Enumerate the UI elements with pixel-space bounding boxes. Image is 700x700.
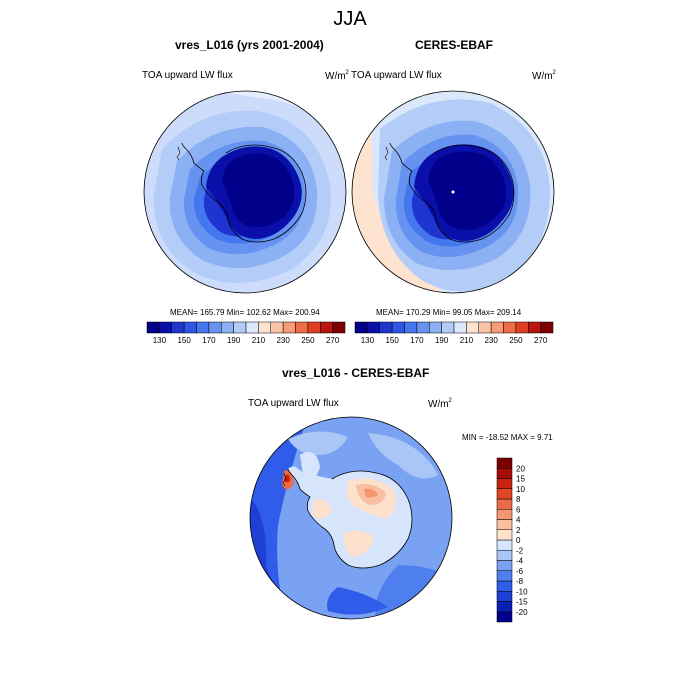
diff-panel-subtitle: vres_L016 - CERES-EBAF: [282, 366, 430, 380]
right-panel-unit: W/m2: [532, 70, 556, 82]
left-colorbar-tick-label: 270: [326, 336, 340, 345]
right-colorbar-swatch: [367, 321, 380, 334]
diff-colorbar-swatch: [496, 488, 513, 500]
right-colorbar-tick-label: 250: [509, 336, 523, 345]
right-colorbar-swatch: [466, 321, 479, 334]
left-colorbar-tick-label: 190: [227, 336, 241, 345]
left-colorbar-swatch: [282, 321, 296, 334]
right-colorbar-swatch: [416, 321, 430, 334]
diff-colorbar-swatch: [496, 539, 513, 551]
left-colorbar-tick-label: 150: [177, 336, 191, 345]
diff-colorbar-tick-label: 0: [516, 536, 521, 545]
diff-colorbar-tick-label: 2: [516, 526, 521, 535]
left-colorbar-tick-label: 210: [252, 336, 266, 345]
diff-colorbar-swatch: [496, 601, 513, 612]
right-colorbar-swatch: [503, 321, 517, 334]
right-colorbar-tick-label: 210: [460, 336, 474, 345]
diff-colorbar-swatch: [496, 509, 513, 520]
left-colorbar-tick-label: 250: [301, 336, 315, 345]
left-colorbar-swatch: [171, 321, 185, 334]
right-colorbar-swatch: [478, 321, 492, 334]
left-colorbar-swatch: [270, 321, 284, 334]
left-colorbar-swatch: [196, 321, 210, 334]
diff-colorbar-tick-label: -2: [516, 546, 524, 555]
diff-colorbar-tick-label: 4: [516, 516, 521, 525]
left-colorbar-swatch: [221, 321, 234, 334]
right-colorbar-tick-label: 230: [484, 336, 498, 345]
left-colorbar-tick-label: 130: [153, 336, 167, 345]
diff-panel-unit: W/m2: [428, 398, 452, 410]
right-colorbar-swatch: [453, 321, 467, 334]
right-colorbar-swatch: [391, 321, 405, 334]
right-colorbar-swatch: [490, 321, 504, 334]
right-panel-stats: MEAN= 170.29 Min= 99.05 Max= 209.14: [376, 308, 522, 317]
right-colorbar-tick-label: 170: [410, 336, 424, 345]
diff-colorbar-swatch: [496, 519, 513, 530]
diff-colorbar-swatch: [496, 560, 513, 571]
left-colorbar-swatch: [245, 321, 259, 334]
diff-panel-variable: TOA upward LW flux: [248, 398, 339, 409]
right-colorbar-swatch: [441, 321, 455, 334]
diff-colorbar-tick-label: 15: [516, 475, 525, 484]
diff-colorbar-tick-label: 20: [516, 464, 525, 473]
right-colorbar-swatch: [515, 321, 529, 334]
left-panel-subtitle: vres_L016 (yrs 2001-2004): [175, 38, 324, 52]
diff-colorbar-swatch: [496, 468, 513, 479]
left-colorbar-swatch: [307, 321, 321, 334]
right-colorbar-swatch: [540, 321, 554, 334]
left-colorbar: 130 150 170 190 210 230 250 270: [146, 321, 346, 345]
left-panel-variable: TOA upward LW flux: [142, 70, 233, 81]
right-colorbar-swatch: [379, 321, 393, 334]
right-colorbar-tick-label: 190: [435, 336, 449, 345]
diff-colorbar-swatch: [496, 529, 513, 541]
left-polar-map: [143, 90, 347, 294]
left-colorbar-swatch: [208, 321, 222, 334]
right-colorbar-tick-label: 130: [361, 336, 375, 345]
diff-colorbar-tick-label: -20: [516, 608, 528, 617]
diff-colorbar-swatch: [496, 570, 513, 582]
diff-colorbar-swatch: [496, 580, 513, 592]
right-colorbar-swatch: [429, 321, 442, 334]
left-panel-unit: W/m2: [325, 70, 349, 82]
right-colorbar-swatch: [528, 321, 541, 334]
diff-colorbar-swatch: [496, 498, 513, 510]
right-colorbar-swatch: [404, 321, 418, 334]
diff-colorbar-tick-label: 10: [516, 485, 525, 494]
diff-colorbar-swatch: [496, 591, 513, 602]
left-colorbar-swatch: [146, 321, 160, 334]
left-colorbar-swatch: [159, 321, 172, 334]
diff-colorbar-tick-label: -10: [516, 587, 528, 596]
diff-colorbar-swatch: [496, 457, 513, 469]
diff-colorbar-swatch: [496, 611, 513, 623]
diff-polar-map: [249, 416, 453, 620]
right-polar-map: [351, 90, 555, 294]
right-colorbar-swatch: [354, 321, 368, 334]
left-colorbar-swatch: [320, 321, 333, 334]
diff-colorbar-swatch: [496, 550, 513, 561]
diff-colorbar-tick-label: -15: [516, 598, 528, 607]
left-colorbar-swatch: [295, 321, 309, 334]
right-colorbar: 130 150 170 190 210 230 250 270: [354, 321, 554, 345]
right-panel-subtitle: CERES-EBAF: [415, 38, 494, 52]
diff-colorbar-tick-label: -8: [516, 577, 524, 586]
left-colorbar-swatch: [233, 321, 247, 334]
left-colorbar-tick-label: 170: [202, 336, 216, 345]
diff-colorbar-tick-label: 6: [516, 505, 521, 514]
left-colorbar-swatch: [183, 321, 197, 334]
diff-colorbar-swatch: [496, 478, 513, 489]
right-panel-variable: TOA upward LW flux: [351, 70, 442, 81]
diff-colorbar-tick-label: 8: [516, 495, 521, 504]
right-colorbar-tick-label: 270: [534, 336, 548, 345]
left-colorbar-tick-label: 230: [276, 336, 290, 345]
left-colorbar-swatch: [332, 321, 346, 334]
diff-colorbar-tick-label: -4: [516, 557, 524, 566]
right-colorbar-tick-label: 150: [385, 336, 399, 345]
diff-colorbar-tick-label: -6: [516, 567, 524, 576]
figure-title: JJA: [333, 8, 367, 30]
left-panel-stats: MEAN= 165.79 Min= 102.62 Max= 200.94: [170, 308, 320, 317]
diff-panel-stats: MIN = -18.52 MAX = 9.71: [462, 433, 553, 442]
left-colorbar-swatch: [258, 321, 271, 334]
